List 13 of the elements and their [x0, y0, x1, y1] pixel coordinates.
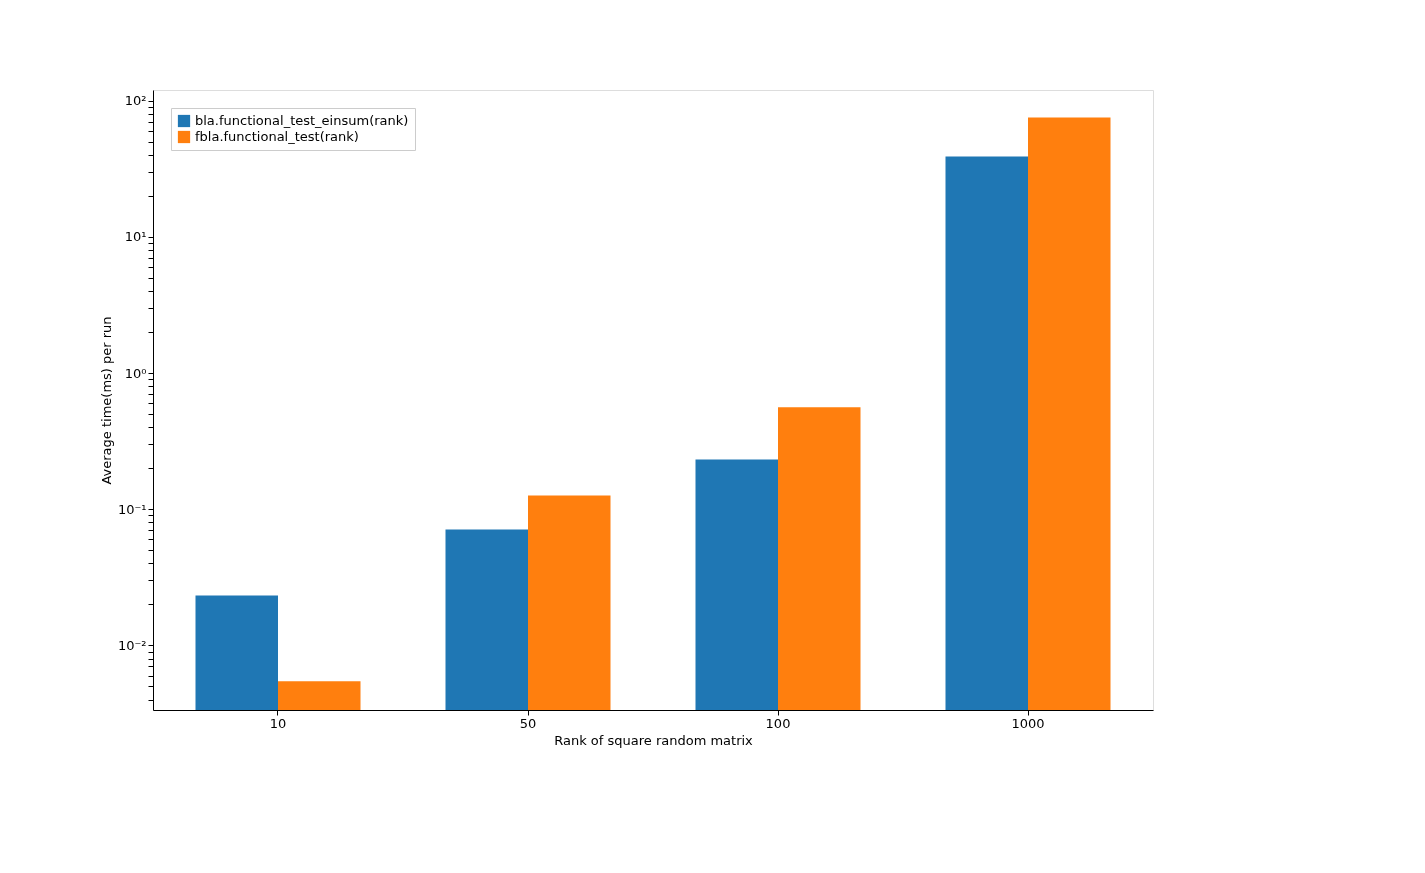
- x-tick-label: 50: [519, 715, 537, 731]
- x-axis-title: Rank of square random matrix: [554, 732, 754, 748]
- legend-label: fbla.functional_test(rank): [195, 129, 359, 144]
- y-axis-title: Average time(ms) per run: [98, 316, 114, 485]
- x-tick-label: 100: [765, 715, 791, 731]
- y-tick-label: 10¹: [124, 229, 147, 245]
- legend-label: bla.functional_test_einsum(rank): [195, 113, 409, 128]
- y-tick-label: 10⁻²: [117, 637, 147, 653]
- y-tick-label: 10⁰: [124, 365, 147, 381]
- x-tick-label: 10: [269, 715, 287, 731]
- y-tick-label: 10⁻¹: [117, 501, 147, 517]
- x-tick-label: 1000: [1011, 715, 1045, 731]
- y-tick-label: 10²: [124, 93, 147, 109]
